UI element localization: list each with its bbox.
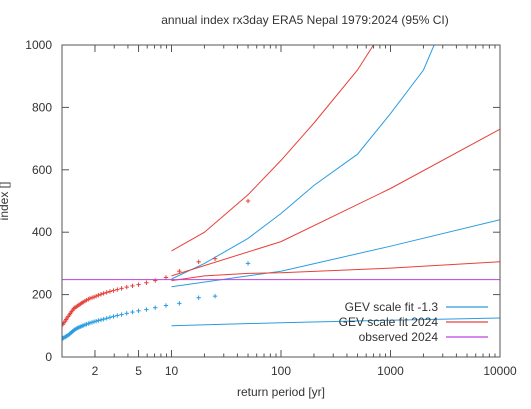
series-gev-scale-fit-1-3-point-31 <box>115 313 120 318</box>
series-gev-scale-fit-1-3-point-35 <box>136 308 141 314</box>
x-tick-label-1: 5 <box>135 364 142 378</box>
y-axis-title: index [] <box>0 182 11 221</box>
series-gev-scale-fit-1-3-point-26 <box>98 317 104 323</box>
series-gev-scale-fit-1-3-point-37 <box>153 305 158 310</box>
series-gev-scale-fit-1-3-point-34 <box>130 309 135 315</box>
series-gev-scale-fit-2024-point-24 <box>93 293 99 299</box>
series-gev-scale-fit-1-3-point-42 <box>245 261 251 266</box>
series-gev-scale-fit-2024-point-39 <box>177 269 182 274</box>
y-tick-label-5: 1000 <box>25 38 52 52</box>
y-tick-label-0: 0 <box>45 350 52 364</box>
series-gev-scale-fit-2024-point-33 <box>124 284 129 290</box>
series-gev-scale-fit-2024-point-42 <box>245 198 251 204</box>
series-gev-scale-fit-1-3-point-0 <box>62 336 66 341</box>
series-gev-scale-fit-2024-point-23 <box>91 294 97 300</box>
series-gev-scale-fit-2024-fit-line-0 <box>171 261 500 282</box>
series-gev-scale-fit-1-3-point-25 <box>96 318 101 323</box>
series-gev-scale-fit-1-3-ci-upper-line-1 <box>171 45 435 280</box>
series-gev-scale-fit-1-3-point-39 <box>177 301 182 306</box>
series-gev-scale-fit-2024-point-40 <box>196 259 201 265</box>
series-gev-scale-fit-2024-point-35 <box>136 282 141 287</box>
series-gev-scale-fit-2024-point-29 <box>107 289 113 294</box>
x-tick-label-5: 10000 <box>483 364 517 378</box>
plot-inner <box>62 45 500 341</box>
series-gev-scale-fit-1-3-point-38 <box>163 303 169 308</box>
series-gev-scale-fit-2024-point-34 <box>130 283 135 289</box>
series-gev-scale-fit-2024-ci-upper-line-1 <box>171 45 374 252</box>
y-tick-label-1: 200 <box>32 288 52 302</box>
series-gev-scale-fit-1-3-point-33 <box>124 311 129 316</box>
series-gev-scale-fit-2024-point-28 <box>104 290 109 295</box>
series-gev-scale-fit-2024-point-36 <box>144 280 149 285</box>
series-gev-scale-fit-1-3-point-41 <box>212 293 218 299</box>
x-tick-label-4: 1000 <box>377 364 404 378</box>
legend-label-2: observed 2024 <box>359 330 439 344</box>
x-axis-title: return period [yr] <box>237 385 325 399</box>
legend-label-1: GEV scale fit 2024 <box>339 315 439 329</box>
series-gev-scale-fit-2024-point-37 <box>153 278 158 283</box>
series-gev-scale-fit-2024-point-22 <box>89 295 95 300</box>
series-gev-scale-fit-2024-point-30 <box>111 288 116 293</box>
chart-title: annual index rx3day ERA5 Nepal 1979:2024… <box>161 13 449 27</box>
series-gev-scale-fit-1-3-point-28 <box>104 316 109 321</box>
axis-ticks: 2 5 10 100 1000 10000 0 200 400 600 800 1000 <box>25 38 517 378</box>
x-tick-label-0: 2 <box>92 364 99 378</box>
series-gev-scale-fit-1-3-point-24 <box>93 318 99 324</box>
series-gev-scale-fit-2024-ci-upper-line-2 <box>171 128 500 277</box>
plot-area <box>62 45 500 341</box>
x-tick-label-3: 100 <box>271 364 291 378</box>
legend-label-0: GEV scale fit -1.3 <box>345 300 439 314</box>
series-gev-scale-fit-2024-point-26 <box>98 292 104 297</box>
series-gev-scale-fit-2024-point-27 <box>101 291 106 296</box>
series-gev-scale-fit-1-3-point-30 <box>111 314 116 319</box>
series-gev-scale-fit-1-3-point-27 <box>101 317 106 322</box>
y-tick-label-3: 600 <box>32 163 52 177</box>
y-tick-label-4: 800 <box>32 100 52 114</box>
series-gev-scale-fit-2024-point-32 <box>119 286 124 291</box>
series-gev-scale-fit-1-3-point-36 <box>144 307 149 312</box>
series-gev-scale-fit-2024-point-41 <box>212 256 218 261</box>
y-tick-label-2: 400 <box>32 225 52 239</box>
series-gev-scale-fit-1-3-point-29 <box>107 315 113 320</box>
series-gev-scale-fit-1-3-point-21 <box>87 320 93 326</box>
series-gev-scale-fit-1-3-point-23 <box>91 319 97 324</box>
series-gev-scale-fit-2024-point-38 <box>163 275 169 280</box>
series-gev-scale-fit-1-3-point-32 <box>119 312 124 317</box>
series-gev-scale-fit-1-3-point-22 <box>89 320 95 325</box>
series-gev-scale-fit-1-3-fit-line-0 <box>171 317 500 327</box>
series-gev-scale-fit-2024-point-31 <box>115 287 120 292</box>
series-gev-scale-fit-1-3-ci-upper-line-2 <box>171 219 500 288</box>
series-gev-scale-fit-2024-point-21 <box>87 296 93 301</box>
series-gev-scale-fit-1-3-point-40 <box>196 295 201 300</box>
x-tick-label-2: 10 <box>165 364 179 378</box>
series-gev-scale-fit-2024-point-25 <box>96 293 101 298</box>
